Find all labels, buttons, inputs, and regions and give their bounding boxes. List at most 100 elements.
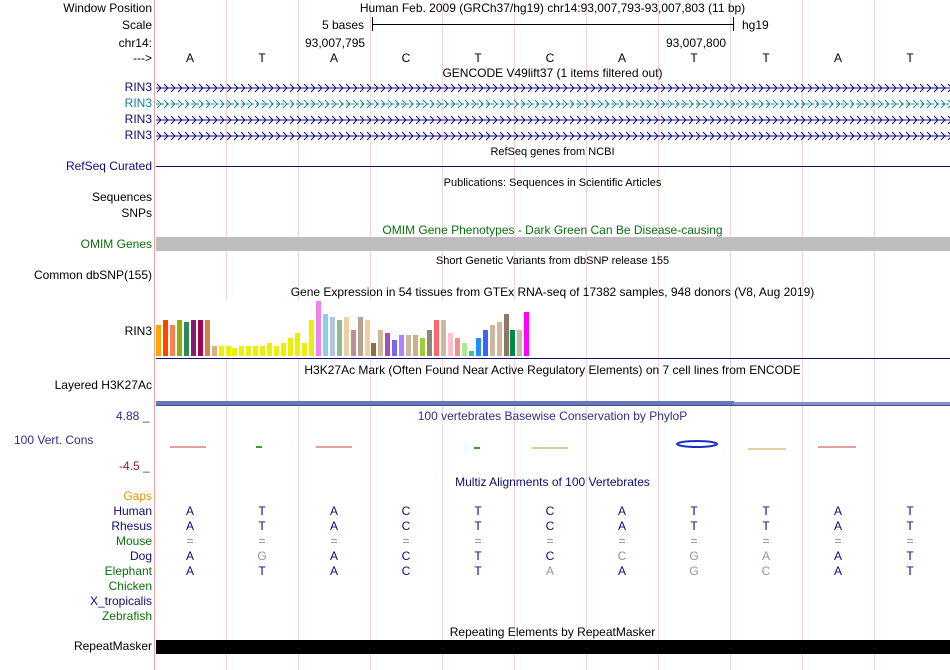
- species-label-mouse[interactable]: Mouse: [115, 534, 152, 548]
- gencode-label-2[interactable]: RIN3: [124, 96, 152, 110]
- gtex-tissue-bar[interactable]: [358, 317, 363, 356]
- dbsnp-label[interactable]: Common dbSNP(155): [33, 268, 152, 282]
- gtex-tissue-bar[interactable]: [253, 346, 258, 356]
- cons-min-label: -4.5 _: [119, 459, 150, 473]
- gtex-tissue-bar[interactable]: [274, 346, 279, 356]
- gtex-tissue-bar[interactable]: [378, 330, 383, 356]
- gtex-tissue-bar[interactable]: [476, 338, 481, 356]
- gtex-tissue-bar[interactable]: [490, 325, 495, 356]
- gtex-tissue-bar[interactable]: [524, 312, 529, 356]
- refseq-gene-line[interactable]: [156, 166, 950, 167]
- gtex-tissue-bar[interactable]: [239, 346, 244, 356]
- species-label-zebrafish[interactable]: Zebrafish: [101, 609, 152, 623]
- omim-label[interactable]: OMIM Genes: [80, 237, 152, 251]
- gtex-tissue-bar[interactable]: [205, 320, 210, 356]
- alignment-base-mouse: =: [762, 534, 770, 548]
- omim-gene-bar[interactable]: [156, 237, 950, 251]
- gtex-tissue-bar[interactable]: [212, 346, 217, 356]
- gtex-tissue-bar[interactable]: [365, 320, 370, 356]
- gtex-tissue-bar[interactable]: [448, 333, 453, 356]
- gtex-tissue-bar[interactable]: [351, 330, 356, 356]
- alignment-base-rhesus: T: [690, 519, 698, 533]
- h3k27ac-title: H3K27Ac Mark (Often Found Near Active Re…: [304, 363, 801, 377]
- species-label-x_tropicalis[interactable]: X_tropicalis: [89, 594, 152, 608]
- h3k27ac-label[interactable]: Layered H3K27Ac: [54, 378, 152, 392]
- gtex-tissue-bar[interactable]: [406, 335, 411, 356]
- gtex-tissue-bar[interactable]: [337, 320, 342, 356]
- species-label-human[interactable]: Human: [113, 504, 152, 518]
- gtex-tissue-bar[interactable]: [302, 343, 307, 356]
- gtex-tissue-bar[interactable]: [399, 335, 404, 356]
- gtex-tissue-bar[interactable]: [427, 330, 432, 356]
- gaps-label[interactable]: Gaps: [123, 489, 152, 503]
- h3k27ac-signal-2[interactable]: [734, 402, 950, 405]
- gtex-tissue-bar[interactable]: [504, 314, 509, 356]
- alignment-base-mouse: =: [258, 534, 266, 548]
- gtex-tissue-bar[interactable]: [184, 322, 189, 356]
- gtex-tissue-bar[interactable]: [170, 325, 175, 356]
- species-label-rhesus[interactable]: Rhesus: [111, 519, 152, 533]
- scale-label: Scale: [121, 18, 152, 32]
- cons-label[interactable]: 100 Vert. Cons: [14, 433, 94, 447]
- gtex-tissue-bar[interactable]: [469, 351, 474, 356]
- gtex-tissue-bar[interactable]: [281, 343, 286, 356]
- gencode-label-3[interactable]: RIN3: [124, 112, 152, 126]
- gtex-tissue-bar[interactable]: [309, 320, 314, 356]
- gtex-tissue-bar[interactable]: [413, 335, 418, 356]
- gtex-tissue-bar[interactable]: [177, 320, 182, 356]
- cons-max-label: 4.88 _: [116, 409, 150, 423]
- alignment-base-dog: A: [185, 549, 194, 563]
- scale-bar-right-tick: [733, 17, 734, 31]
- base-letter: T: [258, 51, 266, 65]
- species-label-elephant[interactable]: Elephant: [104, 564, 152, 578]
- gencode-transcripts[interactable]: [156, 80, 950, 144]
- gtex-label[interactable]: RIN3: [124, 324, 152, 338]
- repeatmasker-label[interactable]: RepeatMasker: [73, 639, 152, 653]
- species-label-dog[interactable]: Dog: [129, 549, 152, 563]
- gtex-tissue-bar[interactable]: [295, 333, 300, 356]
- gencode-label-4[interactable]: RIN3: [124, 128, 152, 142]
- gtex-tissue-bar[interactable]: [323, 314, 328, 356]
- gtex-tissue-bar[interactable]: [455, 338, 460, 356]
- refseq-label[interactable]: RefSeq Curated: [65, 159, 152, 173]
- gtex-tissue-bar[interactable]: [191, 320, 196, 356]
- alignment-base-rhesus: A: [617, 519, 626, 533]
- gtex-tissue-bar[interactable]: [462, 343, 467, 356]
- gtex-tissue-bar[interactable]: [330, 317, 335, 356]
- gtex-tissue-bar[interactable]: [392, 340, 397, 356]
- gtex-tissue-bar[interactable]: [371, 343, 376, 356]
- alignment-base-human: C: [401, 504, 411, 518]
- gtex-tissue-bar[interactable]: [246, 346, 251, 356]
- snps-label[interactable]: SNPs: [121, 206, 152, 220]
- gtex-tissue-bar[interactable]: [260, 346, 265, 356]
- sequences-label[interactable]: Sequences: [91, 190, 152, 204]
- gtex-tissue-bar[interactable]: [226, 346, 231, 356]
- gtex-tissue-bar[interactable]: [420, 338, 425, 356]
- gtex-tissue-bar[interactable]: [163, 320, 168, 356]
- refseq-title: RefSeq genes from NCBI: [490, 146, 615, 158]
- gtex-tissue-bar[interactable]: [497, 322, 502, 356]
- gtex-tissue-bar[interactable]: [434, 320, 439, 356]
- phylop-plot[interactable]: [156, 438, 950, 454]
- gtex-tissue-bar[interactable]: [288, 338, 293, 356]
- alignment-base-elephant: G: [689, 564, 699, 578]
- alignment-base-rhesus: A: [833, 519, 842, 533]
- alignment-base-human: T: [690, 504, 698, 518]
- gtex-tissue-bar[interactable]: [344, 317, 349, 356]
- repeatmasker-bar[interactable]: [156, 640, 950, 654]
- alignment-base-mouse: =: [690, 534, 698, 548]
- gtex-tissue-bar[interactable]: [385, 333, 390, 356]
- h3k27ac-signal-1[interactable]: [156, 401, 734, 405]
- gtex-tissue-bar[interactable]: [316, 301, 321, 356]
- species-label-chicken[interactable]: Chicken: [108, 579, 152, 593]
- gtex-tissue-bar[interactable]: [219, 346, 224, 356]
- gtex-tissue-bar[interactable]: [517, 330, 522, 356]
- gtex-tissue-bar[interactable]: [267, 343, 272, 356]
- gtex-tissue-bar[interactable]: [232, 348, 237, 356]
- gtex-tissue-bar[interactable]: [156, 325, 161, 356]
- gtex-tissue-bar[interactable]: [510, 330, 515, 356]
- gtex-tissue-bar[interactable]: [483, 330, 488, 356]
- gtex-tissue-bar[interactable]: [441, 320, 446, 356]
- gencode-label-1[interactable]: RIN3: [124, 80, 152, 94]
- gtex-tissue-bar[interactable]: [198, 320, 203, 356]
